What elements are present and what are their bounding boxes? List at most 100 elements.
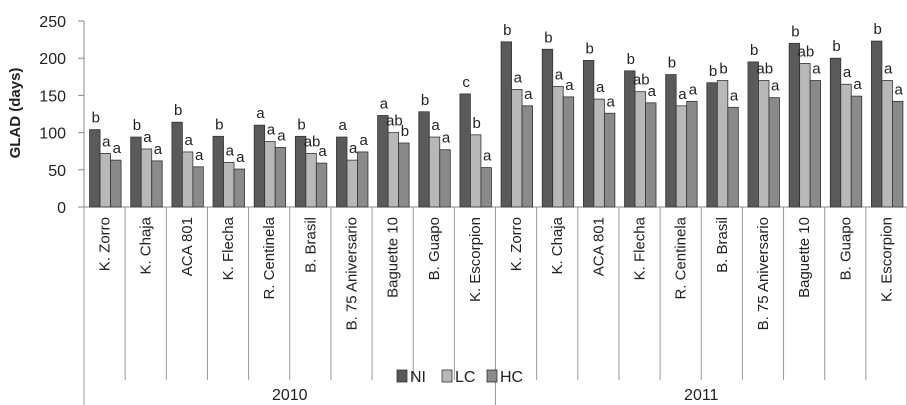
category-label: B. 75 Aniversario	[343, 217, 360, 330]
year-label: 2011	[684, 387, 719, 404]
significance-letter: c	[462, 74, 470, 91]
bar-ni	[624, 70, 636, 208]
significance-letter: a	[184, 132, 193, 149]
significance-letter: a	[678, 86, 687, 103]
bar-lc	[758, 80, 770, 208]
significance-letter: b	[585, 40, 593, 57]
bar-ni	[541, 48, 554, 208]
category-label: B. Guapo	[426, 217, 443, 280]
bar-hc	[809, 80, 822, 208]
category-label: Baguette 10	[796, 217, 813, 298]
significance-letter: b	[133, 117, 141, 134]
bar-hc	[686, 100, 698, 208]
bar-ni	[788, 42, 801, 208]
legend-swatch-lc	[441, 369, 453, 383]
bar-ni	[500, 41, 512, 208]
significance-letter: a	[431, 117, 440, 134]
significance-letter: b	[791, 23, 799, 40]
bar-lc	[881, 80, 893, 208]
bar-lc	[799, 63, 811, 208]
significance-letter: a	[380, 95, 389, 112]
bar-lc	[346, 159, 358, 208]
significance-letter: a	[349, 140, 358, 157]
significance-letter: a	[596, 79, 605, 96]
bar-ni	[89, 129, 101, 208]
bar-hc	[439, 149, 451, 208]
significance-letter: a	[524, 86, 533, 103]
significance-letter: b	[874, 21, 882, 38]
significance-letter: b	[627, 51, 635, 68]
bar-ni	[871, 40, 883, 208]
bar-ni	[171, 121, 183, 208]
significance-letter: a	[339, 117, 348, 134]
significance-letter: b	[215, 116, 223, 133]
significance-letter: b	[709, 63, 717, 80]
bar-hc	[768, 97, 780, 208]
bar-ni	[665, 74, 677, 208]
bar-hc	[603, 112, 616, 208]
bar-hc	[357, 151, 369, 208]
bar-hc	[645, 102, 657, 208]
y-tick-label: 50	[48, 163, 66, 180]
significance-letter: b	[503, 22, 511, 39]
significance-letter: a	[318, 143, 327, 160]
significance-letter: b	[544, 29, 552, 46]
significance-letter: b	[421, 92, 429, 109]
bar-ni	[212, 135, 224, 208]
bar-ni	[336, 136, 348, 208]
bar-ni	[829, 57, 842, 208]
legend-label-hc: HC	[500, 369, 523, 386]
significance-letter: ab	[304, 133, 321, 150]
significance-letter: a	[555, 66, 564, 83]
bar-lc	[140, 148, 153, 208]
significance-letter: a	[689, 81, 698, 98]
bar-lc	[264, 141, 276, 208]
significance-letter: b	[668, 55, 676, 72]
bar-lc	[305, 153, 317, 208]
bar-hc	[398, 142, 410, 208]
significance-letter: a	[771, 78, 780, 95]
bar-lc	[840, 83, 852, 208]
y-tick-label: 250	[39, 14, 66, 31]
category-labels: K. Zorro K. Chaja ACA 801 K. Flecha R. Centi…	[97, 216, 896, 330]
category-label: K. Escorpion	[467, 217, 484, 302]
bar-lc	[470, 134, 482, 208]
year-labels: 2010 2011	[272, 387, 719, 404]
significance-letter: a	[226, 142, 235, 159]
significance-letter: a	[360, 132, 369, 149]
bar-lc	[511, 89, 523, 208]
significance-letter: b	[401, 123, 409, 140]
bar-lc	[593, 98, 605, 208]
y-axis-label: GLAD (days)	[7, 68, 24, 159]
y-tick-label: 0	[57, 200, 66, 217]
significance-letter: ab	[756, 61, 773, 78]
legend-swatch-hc	[486, 369, 498, 383]
category-label: B. Brasil	[302, 217, 319, 273]
category-label: R. Centinela	[261, 216, 278, 299]
significance-letter: b	[92, 110, 100, 127]
category-label: K. Escorpion	[878, 217, 895, 302]
significance-letter: a	[514, 69, 523, 86]
bar-hc	[521, 105, 533, 208]
significance-letter: a	[853, 76, 862, 93]
significance-letter: b	[832, 38, 840, 55]
significance-letter: b	[719, 61, 727, 78]
significance-letter: a	[843, 64, 852, 81]
bar-hc	[562, 96, 575, 208]
category-label: B. Brasil	[714, 217, 731, 273]
category-label: K. Zorro	[97, 217, 114, 271]
significance-letter: b	[174, 102, 182, 119]
significance-letter: a	[143, 129, 152, 146]
significance-letter: a	[730, 87, 739, 104]
category-label: R. Centinela	[673, 216, 690, 299]
significance-letter: a	[267, 122, 276, 139]
bar-hc	[233, 168, 245, 208]
y-tick-label: 200	[39, 51, 66, 68]
bar-lc	[181, 151, 194, 208]
significance-letter: a	[277, 127, 286, 144]
significance-letter: a	[895, 81, 904, 98]
significance-letter: a	[884, 61, 893, 78]
category-label: B. Guapo	[837, 217, 854, 280]
bar-lc	[634, 91, 646, 208]
